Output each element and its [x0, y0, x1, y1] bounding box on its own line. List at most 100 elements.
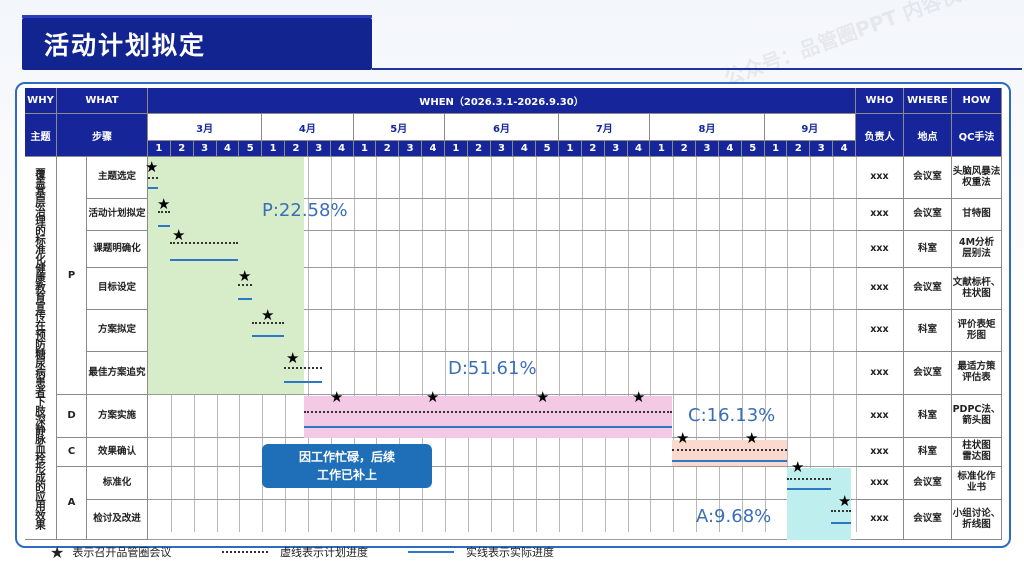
week-header: 2: [787, 141, 811, 157]
header-why: WHY: [25, 88, 57, 114]
week-header: 1: [650, 141, 674, 157]
grid-column-line: [833, 157, 835, 532]
legend-star: ★ 表示召开品管圈会议: [50, 542, 171, 562]
location-cell: 会议室: [904, 500, 952, 540]
grid-column-line: [764, 157, 766, 532]
location-cell: 科室: [904, 310, 952, 352]
grid-row-line: [148, 466, 856, 467]
meeting-star-icon: ★: [426, 388, 440, 406]
legend-solid: 实线表示实际进度: [408, 544, 554, 560]
grid-column-line: [741, 157, 743, 532]
location-cell: 会议室: [904, 157, 952, 199]
grid-column-line: [787, 157, 789, 532]
owner-cell: xxx: [856, 438, 904, 467]
grid-column-line: [696, 157, 698, 532]
phase-d: D: [57, 395, 87, 438]
meeting-star-icon: ★: [838, 492, 852, 510]
week-header: 4: [422, 141, 445, 157]
header-qc-method: QC手法: [952, 114, 1002, 157]
header-what: WHAT: [57, 88, 148, 114]
legend-solid-label: 实线表示实际进度: [466, 546, 554, 559]
meeting-star-icon: ★: [261, 306, 275, 324]
phase-p: P: [57, 157, 87, 395]
qc-method-cell: 评价表矩 形图: [952, 310, 1002, 352]
actual-line-10: [831, 522, 851, 524]
grid-row-line: [148, 499, 856, 500]
owner-cell: xxx: [856, 500, 904, 540]
meeting-star-icon: ★: [536, 388, 550, 406]
actual-line-7: [304, 426, 672, 428]
grid-column-line: [581, 157, 583, 532]
month-header: 4月: [262, 114, 354, 141]
grid-column-line: [536, 157, 538, 532]
month-header: 5月: [353, 114, 445, 141]
qc-method-cell: 最适方策 评估表: [952, 352, 1002, 395]
actual-line-3: [170, 259, 238, 261]
actual-line-5: [252, 335, 284, 337]
week-header: 1: [764, 141, 788, 157]
step-label: 最佳方案追究: [87, 352, 148, 395]
week-header: 3: [810, 141, 834, 157]
week-header: 2: [581, 141, 605, 157]
grid-column-line: [627, 157, 629, 532]
owner-cell: xxx: [856, 352, 904, 395]
grid-row-line: [148, 539, 856, 540]
grid-row-line: [148, 394, 856, 395]
location-cell: 科室: [904, 231, 952, 268]
week-header: 2: [285, 141, 308, 157]
qc-method-cell: 小组讨论、 折线图: [952, 500, 1002, 540]
week-header: 3: [490, 141, 514, 157]
week-header: 1: [262, 141, 286, 157]
step-label: 效果确认: [87, 438, 148, 467]
phase-a: A: [57, 467, 87, 540]
grid-column-line: [444, 157, 446, 532]
week-header: 3: [399, 141, 423, 157]
legend-star-icon: ★: [50, 542, 65, 562]
week-header: 1: [559, 141, 582, 157]
header-steps: 步骤: [57, 114, 148, 157]
meeting-star-icon: ★: [676, 429, 690, 447]
step-label: 方案实施: [87, 395, 148, 438]
qc-method-cell: 甘特图: [952, 199, 1002, 231]
step-label: 标准化: [87, 467, 148, 500]
week-header: 4: [718, 141, 742, 157]
grid-column-line: [718, 157, 720, 532]
week-header: 2: [376, 141, 400, 157]
plan-line-10: [831, 510, 851, 512]
week-header: 2: [673, 141, 697, 157]
act-phase-region: [787, 468, 851, 540]
actual-line-9: [787, 488, 831, 490]
owner-cell: xxx: [856, 395, 904, 438]
plan-line-3: [170, 242, 238, 244]
meeting-star-icon: ★: [172, 226, 186, 244]
step-label: 主题选定: [87, 157, 148, 199]
week-header: 4: [216, 141, 240, 157]
actual-line-1: [148, 187, 158, 189]
week-header: 5: [536, 141, 560, 157]
meeting-star-icon: ★: [791, 458, 805, 476]
qc-method-cell: 文献标杆、 柱状图: [952, 268, 1002, 310]
week-header: 3: [193, 141, 217, 157]
week-header: 3: [307, 141, 331, 157]
step-label: 活动计划拟定: [87, 199, 148, 231]
grid-column-line: [307, 157, 309, 532]
month-header: 3月: [148, 114, 263, 141]
week-header: 2: [467, 141, 491, 157]
phase-c: C: [57, 438, 87, 467]
step-label: 目标设定: [87, 268, 148, 310]
location-cell: 科室: [904, 438, 952, 467]
step-label: 方案拟定: [87, 310, 148, 352]
qc-method-cell: PDPC法、 箭头图: [952, 395, 1002, 438]
grid-column-line: [604, 157, 606, 532]
week-header: 4: [513, 141, 537, 157]
c-percentage: C:16.13%: [688, 405, 776, 426]
p-percentage: P:22.58%: [262, 200, 348, 221]
actual-line-8: [672, 460, 787, 462]
grid-column-line: [650, 157, 652, 532]
plan-line-7: [304, 411, 672, 413]
week-header: 4: [833, 141, 856, 157]
meeting-star-icon: ★: [745, 429, 759, 447]
week-header: 1: [148, 141, 171, 157]
month-header: 7月: [559, 114, 651, 141]
a-percentage: A:9.68%: [696, 506, 772, 527]
